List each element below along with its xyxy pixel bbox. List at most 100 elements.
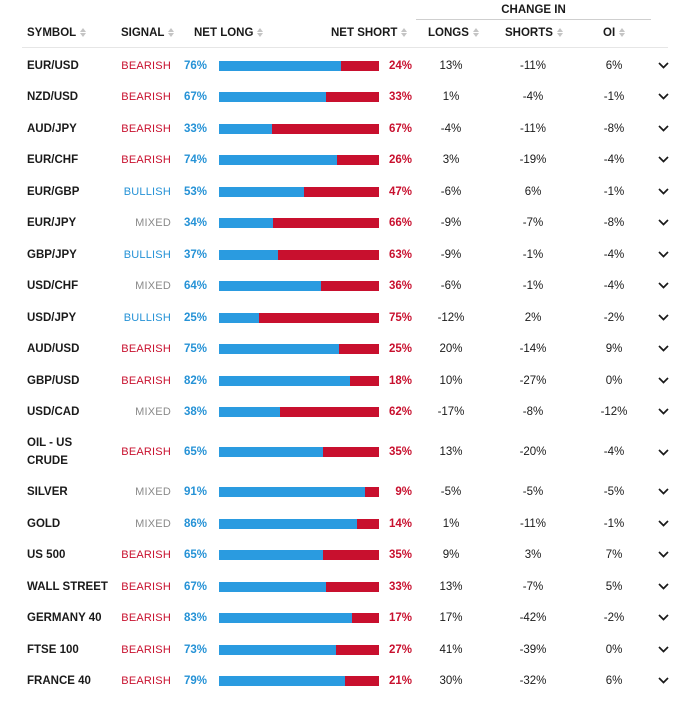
- table-row[interactable]: GBP/JPY BULLISH 37% 63% -9% -1% -4%: [0, 239, 680, 270]
- longs-change-cell: 30%: [439, 674, 463, 687]
- chevron-down-icon[interactable]: [655, 207, 671, 238]
- net-short-bar: [219, 280, 379, 291]
- symbol-cell[interactable]: OIL - US CRUDE: [27, 437, 73, 467]
- table-row[interactable]: USD/JPY BULLISH 25% 75% -12% 2% -2%: [0, 302, 680, 333]
- chevron-down-icon[interactable]: [655, 508, 671, 539]
- longs-change-cell: 3%: [442, 153, 460, 166]
- table-row[interactable]: WALL STREET BEARISH 67% 33% 13% -7% 5%: [0, 571, 680, 602]
- symbol-cell[interactable]: WALL STREET: [27, 580, 108, 593]
- oi-change-cell: -8%: [603, 216, 625, 229]
- table-row[interactable]: AUD/JPY BEARISH 33% 67% -4% -11% -8%: [0, 113, 680, 144]
- chevron-down-icon[interactable]: [655, 50, 671, 81]
- chevron-down-icon[interactable]: [655, 239, 671, 270]
- table-row[interactable]: US 500 BEARISH 65% 35% 9% 3% 7%: [0, 539, 680, 570]
- net-long-cell: 82%: [183, 374, 207, 387]
- column-header-signal[interactable]: SIGNAL: [121, 22, 175, 44]
- sort-icon[interactable]: [168, 28, 175, 38]
- chevron-down-icon[interactable]: [655, 113, 671, 144]
- net-short-bar: [219, 154, 379, 165]
- sort-icon[interactable]: [556, 28, 563, 38]
- table-row[interactable]: EUR/JPY MIXED 34% 66% -9% -7% -8%: [0, 207, 680, 238]
- table-row[interactable]: SILVER MIXED 91% 9% -5% -5% -5%: [0, 476, 680, 507]
- column-header-symbol[interactable]: SYMBOL: [27, 22, 87, 44]
- net-long-bar: [219, 375, 351, 386]
- symbol-cell[interactable]: EUR/CHF: [27, 153, 79, 166]
- signal-cell: BEARISH: [121, 643, 171, 656]
- symbol-cell[interactable]: USD/CAD: [27, 405, 80, 418]
- symbol-cell[interactable]: SILVER: [27, 485, 68, 498]
- chevron-down-icon[interactable]: [655, 81, 671, 112]
- longs-change-cell: 20%: [439, 342, 463, 355]
- sentiment-bar: [219, 428, 379, 476]
- table-row[interactable]: USD/CAD MIXED 38% 62% -17% -8% -12%: [0, 396, 680, 427]
- table-row[interactable]: FTSE 100 BEARISH 73% 27% 41% -39% 0%: [0, 634, 680, 665]
- symbol-cell[interactable]: EUR/USD: [27, 59, 79, 72]
- symbol-cell[interactable]: AUD/USD: [27, 342, 80, 355]
- table-row[interactable]: NZD/USD BEARISH 67% 33% 1% -4% -1%: [0, 81, 680, 112]
- symbol-cell[interactable]: GOLD: [27, 517, 61, 530]
- longs-change-cell: 9%: [442, 548, 460, 561]
- sort-icon[interactable]: [619, 28, 626, 38]
- table-row[interactable]: OIL - US CRUDE BEARISH 65% 35% 13% -20% -4%: [0, 428, 680, 476]
- net-short-bar: [219, 217, 379, 228]
- net-long-cell: 75%: [183, 342, 207, 355]
- column-header-longs[interactable]: LONGS: [428, 22, 479, 44]
- table-row[interactable]: EUR/CHF BEARISH 74% 26% 3% -19% -4%: [0, 144, 680, 175]
- chevron-down-icon[interactable]: [655, 333, 671, 364]
- symbol-cell[interactable]: USD/JPY: [27, 311, 77, 324]
- symbol-cell[interactable]: GERMANY 40: [27, 611, 102, 624]
- symbol-cell[interactable]: AUD/JPY: [27, 122, 77, 135]
- symbol-cell[interactable]: FTSE 100: [27, 643, 79, 656]
- sort-icon[interactable]: [80, 28, 87, 38]
- symbol-cell[interactable]: NZD/USD: [27, 90, 79, 103]
- table-row[interactable]: GBP/USD BEARISH 82% 18% 10% -27% 0%: [0, 365, 680, 396]
- chevron-down-icon[interactable]: [655, 302, 671, 333]
- chevron-down-icon[interactable]: [655, 476, 671, 507]
- longs-change-cell: 17%: [439, 611, 463, 624]
- net-long-cell: 34%: [183, 216, 207, 229]
- sentiment-bar: [219, 602, 379, 633]
- symbol-cell[interactable]: GBP/USD: [27, 374, 80, 387]
- longs-change-cell: -5%: [440, 485, 462, 498]
- symbol-cell[interactable]: EUR/GBP: [27, 185, 80, 198]
- column-header-shorts[interactable]: SHORTS: [505, 22, 563, 44]
- table-row[interactable]: AUD/USD BEARISH 75% 25% 20% -14% 9%: [0, 333, 680, 364]
- table-row[interactable]: EUR/GBP BULLISH 53% 47% -6% 6% -1%: [0, 176, 680, 207]
- chevron-down-icon[interactable]: [655, 634, 671, 665]
- column-header-oi[interactable]: OI: [603, 22, 626, 44]
- chevron-down-icon[interactable]: [655, 176, 671, 207]
- shorts-change-cell: -1%: [522, 279, 544, 292]
- symbol-cell[interactable]: FRANCE 40: [27, 674, 91, 687]
- symbol-cell[interactable]: USD/CHF: [27, 279, 79, 292]
- symbol-cell[interactable]: US 500: [27, 548, 66, 561]
- net-short-cell: 27%: [388, 643, 412, 656]
- chevron-down-icon[interactable]: [655, 428, 671, 476]
- table-row[interactable]: USD/CHF MIXED 64% 36% -6% -1% -4%: [0, 270, 680, 301]
- chevron-down-icon[interactable]: [655, 602, 671, 633]
- chevron-down-icon[interactable]: [655, 396, 671, 427]
- sort-icon[interactable]: [257, 28, 264, 38]
- net-short-cell: 18%: [388, 374, 412, 387]
- table-row[interactable]: GOLD MIXED 86% 14% 1% -11% -1%: [0, 508, 680, 539]
- column-header-signal-label: SIGNAL: [121, 27, 165, 39]
- chevron-down-icon[interactable]: [655, 144, 671, 175]
- signal-cell: BEARISH: [121, 611, 171, 624]
- table-row[interactable]: FRANCE 40 BEARISH 79% 21% 30% -32% 6%: [0, 665, 680, 696]
- chevron-down-icon[interactable]: [655, 365, 671, 396]
- table-row[interactable]: GERMANY 40 BEARISH 83% 17% 17% -42% -2%: [0, 602, 680, 633]
- symbol-cell[interactable]: EUR/JPY: [27, 216, 77, 229]
- chevron-down-icon[interactable]: [655, 539, 671, 570]
- sort-icon[interactable]: [401, 28, 408, 38]
- sort-icon[interactable]: [472, 28, 479, 38]
- net-short-bar: [219, 612, 379, 623]
- shorts-change-cell: -7%: [522, 216, 544, 229]
- column-header-net-short[interactable]: NET SHORT: [331, 22, 408, 44]
- shorts-change-cell: 2%: [524, 311, 542, 324]
- chevron-down-icon[interactable]: [655, 571, 671, 602]
- sentiment-bar: [219, 207, 379, 238]
- chevron-down-icon[interactable]: [655, 270, 671, 301]
- table-row[interactable]: EUR/USD BEARISH 76% 24% 13% -11% 6%: [0, 50, 680, 81]
- chevron-down-icon[interactable]: [655, 665, 671, 696]
- symbol-cell[interactable]: GBP/JPY: [27, 248, 77, 261]
- column-header-net-long[interactable]: NET LONG: [194, 22, 264, 44]
